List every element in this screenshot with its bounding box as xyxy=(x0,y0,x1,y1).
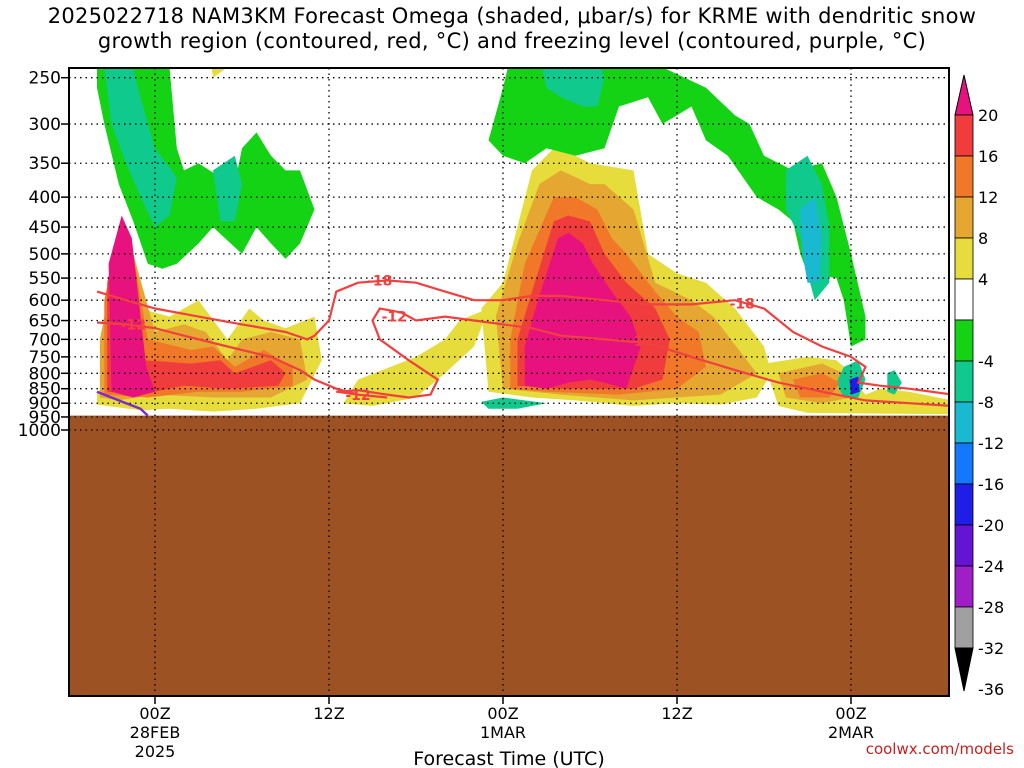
colorbar-band xyxy=(954,606,974,649)
colorbar-band xyxy=(954,401,974,444)
y-tick-label: 500 xyxy=(29,245,61,265)
y-tick-label: 400 xyxy=(29,188,61,208)
colorbar-band xyxy=(954,319,974,362)
colorbar-label: -24 xyxy=(978,557,1004,576)
colorbar-cap-bottom xyxy=(954,647,974,692)
colorbar-label: -28 xyxy=(978,598,1004,617)
omega-region xyxy=(793,373,840,398)
colorbar-label: 12 xyxy=(978,188,998,207)
y-axis: 2503003504004505005506006507007508008509… xyxy=(18,69,69,441)
omega-region xyxy=(104,232,293,398)
y-tick-label: 650 xyxy=(29,312,61,332)
y-tick-label: 350 xyxy=(29,154,61,174)
x-tick-label: 2025 xyxy=(135,742,176,761)
colorbar-band xyxy=(954,114,974,157)
contour-label: -12 xyxy=(345,388,370,404)
omega-region xyxy=(108,215,155,398)
omega-region xyxy=(541,68,605,107)
colorbar-band xyxy=(954,237,974,280)
colorbar-label: -32 xyxy=(978,639,1004,658)
contour-label: -12 xyxy=(121,317,146,333)
colorbar-cap-top xyxy=(954,74,974,116)
y-tick-label: 1000 xyxy=(18,421,61,441)
colorbar-label: 8 xyxy=(978,229,988,248)
x-tick-label: 12Z xyxy=(661,704,692,723)
y-tick-label: 600 xyxy=(29,291,61,311)
y-tick-label: 700 xyxy=(29,330,61,350)
colorbar-label: 20 xyxy=(978,106,998,125)
colorbar-label: -8 xyxy=(978,393,994,412)
contour-label: -18 xyxy=(367,273,392,289)
colorbar-label: -16 xyxy=(978,475,1004,494)
x-tick-label: 1MAR xyxy=(480,723,526,742)
omega-region xyxy=(213,155,242,222)
omega-region xyxy=(800,197,822,283)
omega-region xyxy=(481,397,547,409)
colorbar-band xyxy=(954,442,974,485)
ground-fill xyxy=(69,415,949,696)
colorbar-label: 16 xyxy=(978,147,998,166)
y-tick-label: 750 xyxy=(29,348,61,368)
x-tick-label: 2MAR xyxy=(828,723,874,742)
x-tick-label: 00Z xyxy=(487,704,518,723)
omega-region xyxy=(849,376,860,395)
y-tick-label: 450 xyxy=(29,218,61,238)
colorbar-label: -4 xyxy=(978,352,994,371)
y-tick-label: 550 xyxy=(29,269,61,289)
colorbar-band xyxy=(954,360,974,403)
colorbar-band xyxy=(954,524,974,567)
x-tick-label: 28FEB xyxy=(130,723,181,742)
x-tick-label: 00Z xyxy=(139,704,170,723)
omega-region xyxy=(524,232,641,389)
y-tick-label: 800 xyxy=(29,364,61,384)
temperature-contours: -18 -18 -12 -12 -12 -12 xyxy=(96,273,949,417)
y-tick-label: 300 xyxy=(29,115,61,135)
colorbar-band xyxy=(954,483,974,526)
omega-region xyxy=(488,68,866,347)
grid-lines xyxy=(69,68,949,696)
colorbar-band xyxy=(954,278,974,321)
colorbar-label: -20 xyxy=(978,516,1004,535)
contour-label: -18 xyxy=(730,297,755,313)
plot-frame xyxy=(68,67,950,697)
credit-text[interactable]: coolwx.com/models xyxy=(866,740,1014,758)
colorbar-label: 4 xyxy=(978,270,988,289)
x-axis-label: Forecast Time (UTC) xyxy=(413,748,604,768)
chart-title-line1: 2025022718 NAM3KM Forecast Omega (shaded… xyxy=(47,4,977,28)
y-tick-label: 900 xyxy=(29,394,61,414)
y-tick-label: 850 xyxy=(29,380,61,400)
colorbar-band xyxy=(954,565,974,608)
colorbar-label: -36 xyxy=(978,680,1004,699)
contour-label: -12 xyxy=(628,334,653,350)
dgz-contour xyxy=(96,279,949,396)
x-tick-label: 00Z xyxy=(835,704,866,723)
chart-title: 2025022718 NAM3KM Forecast Omega (shaded… xyxy=(0,4,1024,54)
colorbar: 20 16 12 8 4 -4 -8 -12 -16 -20 -24 -28 -32 -36 xyxy=(954,74,1004,699)
colorbar-label: -12 xyxy=(978,434,1004,453)
contour-label: -12 xyxy=(382,310,407,326)
colorbar-band xyxy=(954,155,974,198)
y-tick-label: 950 xyxy=(29,408,61,428)
x-tick-label: 12Z xyxy=(313,704,344,723)
omega-region xyxy=(104,68,177,228)
colorbar-band xyxy=(954,196,974,239)
y-tick-label: 250 xyxy=(29,69,61,89)
chart-title-line2: growth region (contoured, red, °C) and f… xyxy=(97,29,927,53)
omega-shading xyxy=(97,68,949,415)
omega-region xyxy=(211,68,227,78)
freezing-level-contour xyxy=(96,390,149,417)
dgz-contour xyxy=(96,307,949,407)
ground-layer xyxy=(69,415,949,696)
